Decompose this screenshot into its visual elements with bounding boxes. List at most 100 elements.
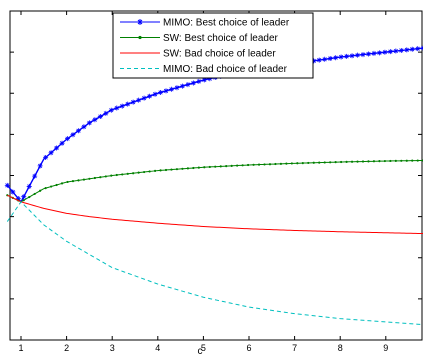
data-point: [301, 161, 304, 165]
data-point: [81, 124, 87, 130]
data-point: [416, 159, 419, 162]
legend-marker: [138, 35, 142, 40]
data-point: [37, 163, 43, 169]
data-point: [153, 169, 157, 172]
data-point: [290, 162, 293, 165]
data-point: [75, 128, 81, 134]
data-point: [86, 120, 92, 126]
data-point: [327, 56, 333, 62]
data-point: [10, 189, 16, 195]
data-point: [186, 167, 189, 170]
data-point: [132, 172, 135, 175]
data-point: [141, 95, 147, 101]
x-tick-label: 4: [155, 343, 160, 353]
data-point: [170, 168, 173, 171]
data-point: [130, 99, 136, 105]
data-point: [214, 165, 217, 168]
data-point: [383, 159, 386, 163]
x-tick-label: 6: [246, 343, 251, 353]
data-point: [360, 52, 366, 58]
legend-marker: [137, 19, 143, 25]
data-point: [225, 165, 228, 168]
data-point: [143, 170, 146, 174]
data-point: [334, 161, 337, 164]
data-point: [230, 164, 233, 167]
data-point: [77, 179, 80, 182]
data-point: [136, 97, 142, 103]
data-point: [350, 160, 354, 163]
series-4: [6, 201, 423, 326]
data-point: [372, 160, 376, 163]
data-point: [192, 166, 195, 170]
series-2: [6, 159, 423, 203]
data-point: [93, 176, 96, 180]
data-point: [108, 107, 114, 113]
data-point: [405, 159, 408, 162]
legend-label: SW: Best choice of leader: [163, 33, 279, 44]
data-point: [99, 176, 102, 179]
data-point: [21, 194, 27, 200]
x-tick-label: 5: [201, 343, 206, 353]
data-point: [394, 159, 397, 162]
x-axis-title: c: [198, 346, 203, 357]
data-point: [376, 50, 382, 56]
data-point: [263, 163, 266, 166]
data-point: [190, 80, 196, 86]
data-point: [82, 178, 86, 181]
data-point: [257, 163, 261, 166]
data-point: [201, 77, 207, 83]
data-point: [356, 160, 359, 163]
data-point: [181, 167, 184, 170]
series-line: [6, 201, 423, 326]
legend-box: [112, 12, 314, 79]
data-point: [361, 160, 365, 163]
data-point: [174, 85, 180, 91]
data-point: [71, 180, 75, 183]
data-point: [279, 162, 283, 165]
data-point: [241, 164, 244, 167]
data-point: [322, 56, 328, 62]
data-point: [389, 159, 392, 163]
x-tick-label: 7: [292, 343, 297, 353]
data-point: [268, 163, 272, 166]
data-point: [137, 171, 140, 174]
data-point: [340, 160, 343, 164]
series-layer: [4, 45, 423, 326]
data-point: [121, 173, 124, 176]
data-point: [55, 183, 58, 187]
data-point: [323, 161, 326, 164]
data-point: [28, 195, 31, 199]
data-point: [33, 192, 36, 196]
data-point: [296, 162, 299, 165]
x-tick-label: 1: [18, 343, 23, 353]
data-point: [409, 46, 415, 52]
data-point: [355, 52, 361, 58]
data-point: [114, 105, 120, 111]
data-point: [32, 173, 38, 179]
data-point: [115, 173, 118, 177]
data-point: [4, 182, 10, 188]
data-point: [126, 172, 129, 175]
series-3: [7, 194, 423, 235]
data-point: [404, 47, 410, 53]
data-point: [382, 49, 388, 55]
data-point: [318, 161, 321, 164]
data-point: [236, 164, 239, 167]
data-point: [208, 165, 211, 169]
data-point: [179, 83, 185, 89]
legend-label: MIMO: Best choice of leader: [163, 18, 290, 29]
x-tick-label: 8: [338, 343, 343, 353]
data-point: [307, 161, 310, 165]
data-point: [285, 162, 288, 165]
data-point: [22, 199, 25, 202]
x-tick-label: 2: [64, 343, 69, 353]
data-point: [203, 166, 206, 169]
data-point: [92, 117, 98, 123]
data-point: [59, 140, 65, 146]
data-point: [158, 89, 164, 95]
data-point: [185, 82, 191, 88]
x-tick-label: 3: [110, 343, 115, 353]
data-point: [246, 163, 250, 167]
data-point: [164, 168, 168, 172]
data-point: [54, 145, 60, 151]
